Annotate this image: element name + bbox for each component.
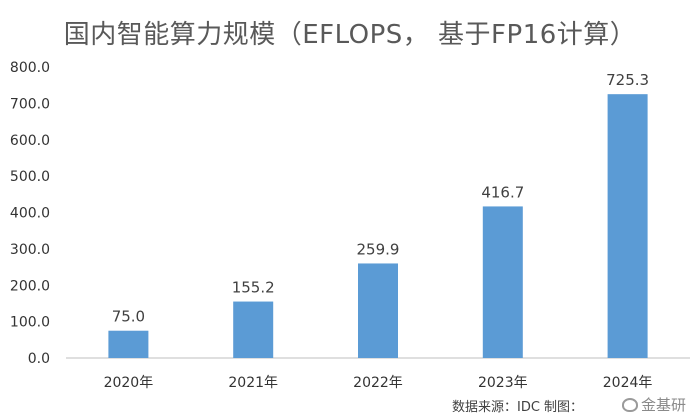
- category-labels: 2020年 2021年 2022年 2023年 2024年: [104, 375, 653, 391]
- bar: [607, 94, 648, 359]
- category-label: 2020年: [104, 375, 154, 391]
- bar: [358, 263, 398, 358]
- source-note: 数据来源：IDC 制图：: [452, 400, 584, 415]
- bar: [233, 301, 274, 358]
- weibo-logo-icon: [622, 397, 638, 412]
- data-labels: 75.0 155.2 259.9 416.7 725.3: [112, 71, 649, 326]
- y-tick-label: 500.0: [10, 169, 50, 185]
- y-tick-label: 400.0: [10, 206, 50, 222]
- y-tick-label: 0.0: [28, 351, 50, 367]
- y-tick-labels: 0.0 100.0 200.0 300.0 400.0 500.0 600.0 700.0 80…: [10, 60, 50, 367]
- data-label: 75.0: [112, 308, 145, 326]
- category-label: 2021年: [228, 375, 278, 391]
- watermark: 金基研: [622, 394, 686, 415]
- y-tick-label: 100.0: [10, 315, 50, 331]
- data-label: 725.3: [606, 71, 649, 89]
- y-tick-label: 800.0: [10, 60, 50, 76]
- bar: [108, 330, 149, 358]
- bars: [108, 94, 648, 359]
- y-tick-label: 300.0: [10, 242, 50, 258]
- data-label: 416.7: [481, 183, 524, 201]
- y-tick-label: 600.0: [10, 133, 50, 149]
- category-label: 2022年: [353, 375, 403, 391]
- data-label: 259.9: [357, 240, 400, 258]
- bar: [482, 206, 523, 358]
- watermark-text: 金基研: [641, 396, 687, 414]
- chart-title: 国内智能算力规模（EFLOPS， 基于FP16计算）: [63, 20, 637, 50]
- category-label: 2024年: [603, 375, 653, 391]
- y-tick-label: 700.0: [10, 96, 50, 112]
- data-label: 155.2: [232, 279, 275, 297]
- y-tick-label: 200.0: [10, 278, 50, 294]
- category-label: 2023年: [478, 375, 528, 391]
